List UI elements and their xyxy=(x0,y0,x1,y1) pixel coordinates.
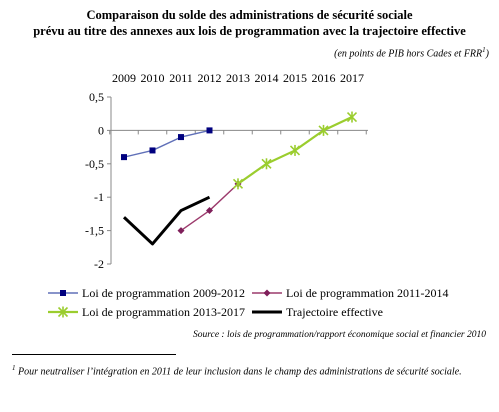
legend-item-4: Trajectoire effective xyxy=(252,305,383,319)
x-tick-label: 2012 xyxy=(198,71,222,85)
data-point xyxy=(178,134,184,141)
units-footnote-mark: 1 xyxy=(482,46,486,54)
legend-label: Loi de programmation 2013-2017 xyxy=(82,305,245,319)
x-axis-labels: 2009 2010 2011 2012 2013 2014 2015 2016 2017 xyxy=(112,71,364,85)
x-tick-label: 2014 xyxy=(255,71,279,85)
legend-marker xyxy=(60,290,66,296)
footnote: 1 Pour neutraliser l’intégration en 2011… xyxy=(12,361,484,379)
data-point xyxy=(206,127,213,134)
data-point xyxy=(121,154,127,161)
legend-label: Loi de programmation 2011-2014 xyxy=(286,286,449,300)
footnote-text: Pour neutraliser l’intégration en 2011 d… xyxy=(18,366,462,378)
chart-title-line-1: Comparaison du solde des administrations… xyxy=(86,8,413,22)
data-point xyxy=(261,158,272,170)
legend: Loi de programmation 2009-2012 Loi de pro… xyxy=(48,286,449,319)
legend-marker xyxy=(263,289,271,297)
y-tick-label: -1 xyxy=(94,190,104,204)
data-point xyxy=(149,147,156,154)
x-tick-label: 2011 xyxy=(169,71,193,85)
y-tick-label: -0,5 xyxy=(85,157,104,171)
legend-item-2: Loi de programmation 2011-2014 xyxy=(252,286,449,300)
series-line xyxy=(122,195,211,246)
y-tick-label: 0,5 xyxy=(89,90,104,104)
x-tick-label: 2017 xyxy=(340,71,364,85)
x-tick-label: 2009 xyxy=(112,71,136,85)
line-chart: 2009 2010 2011 2012 2013 2014 2015 2016 2017 0,5… xyxy=(48,71,449,319)
data-point xyxy=(232,178,244,190)
data-point xyxy=(206,207,213,215)
footnote-mark: 1 xyxy=(12,364,16,372)
x-tick-label: 2015 xyxy=(283,71,307,85)
x-axis xyxy=(109,129,368,135)
x-tick-label: 2010 xyxy=(141,71,165,85)
chart-title-line-2: prévu au titre des annexes aux lois de p… xyxy=(33,24,466,38)
y-axis: 0,5 0 -0,5 -1 -1,5 -2 xyxy=(85,90,112,271)
y-tick-label: 0 xyxy=(98,123,104,137)
source-note: Source : lois de programmation/rapport é… xyxy=(193,330,486,340)
series-layer xyxy=(121,111,358,246)
units-close: ) xyxy=(485,48,489,60)
data-point xyxy=(346,111,358,123)
units-note: (en points de PIB hors Cades et FRR1) xyxy=(334,46,489,59)
data-point xyxy=(177,227,185,235)
y-tick-label: -1,5 xyxy=(85,224,104,238)
x-tick-label: 2016 xyxy=(312,71,336,85)
legend-marker xyxy=(57,306,69,318)
data-point xyxy=(318,124,329,136)
footnote-divider xyxy=(12,354,176,355)
x-tick-label: 2013 xyxy=(226,71,250,85)
data-point xyxy=(289,144,301,156)
series-1 xyxy=(121,127,213,161)
units-text: (en points de PIB hors Cades et FRR xyxy=(334,48,483,60)
legend-item-3: Loi de programmation 2013-2017 xyxy=(48,305,245,319)
series-3 xyxy=(232,111,358,190)
series-line xyxy=(123,129,210,158)
legend-label: Trajectoire effective xyxy=(286,305,383,319)
y-tick-label: -2 xyxy=(94,257,104,271)
series-4 xyxy=(122,195,211,246)
legend-item-1: Loi de programmation 2009-2012 xyxy=(48,286,245,300)
legend-label: Loi de programmation 2009-2012 xyxy=(82,286,245,300)
